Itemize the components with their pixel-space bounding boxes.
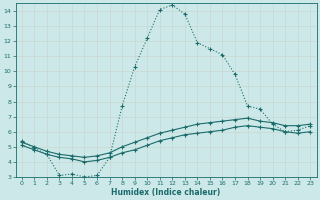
X-axis label: Humidex (Indice chaleur): Humidex (Indice chaleur) <box>111 188 221 197</box>
